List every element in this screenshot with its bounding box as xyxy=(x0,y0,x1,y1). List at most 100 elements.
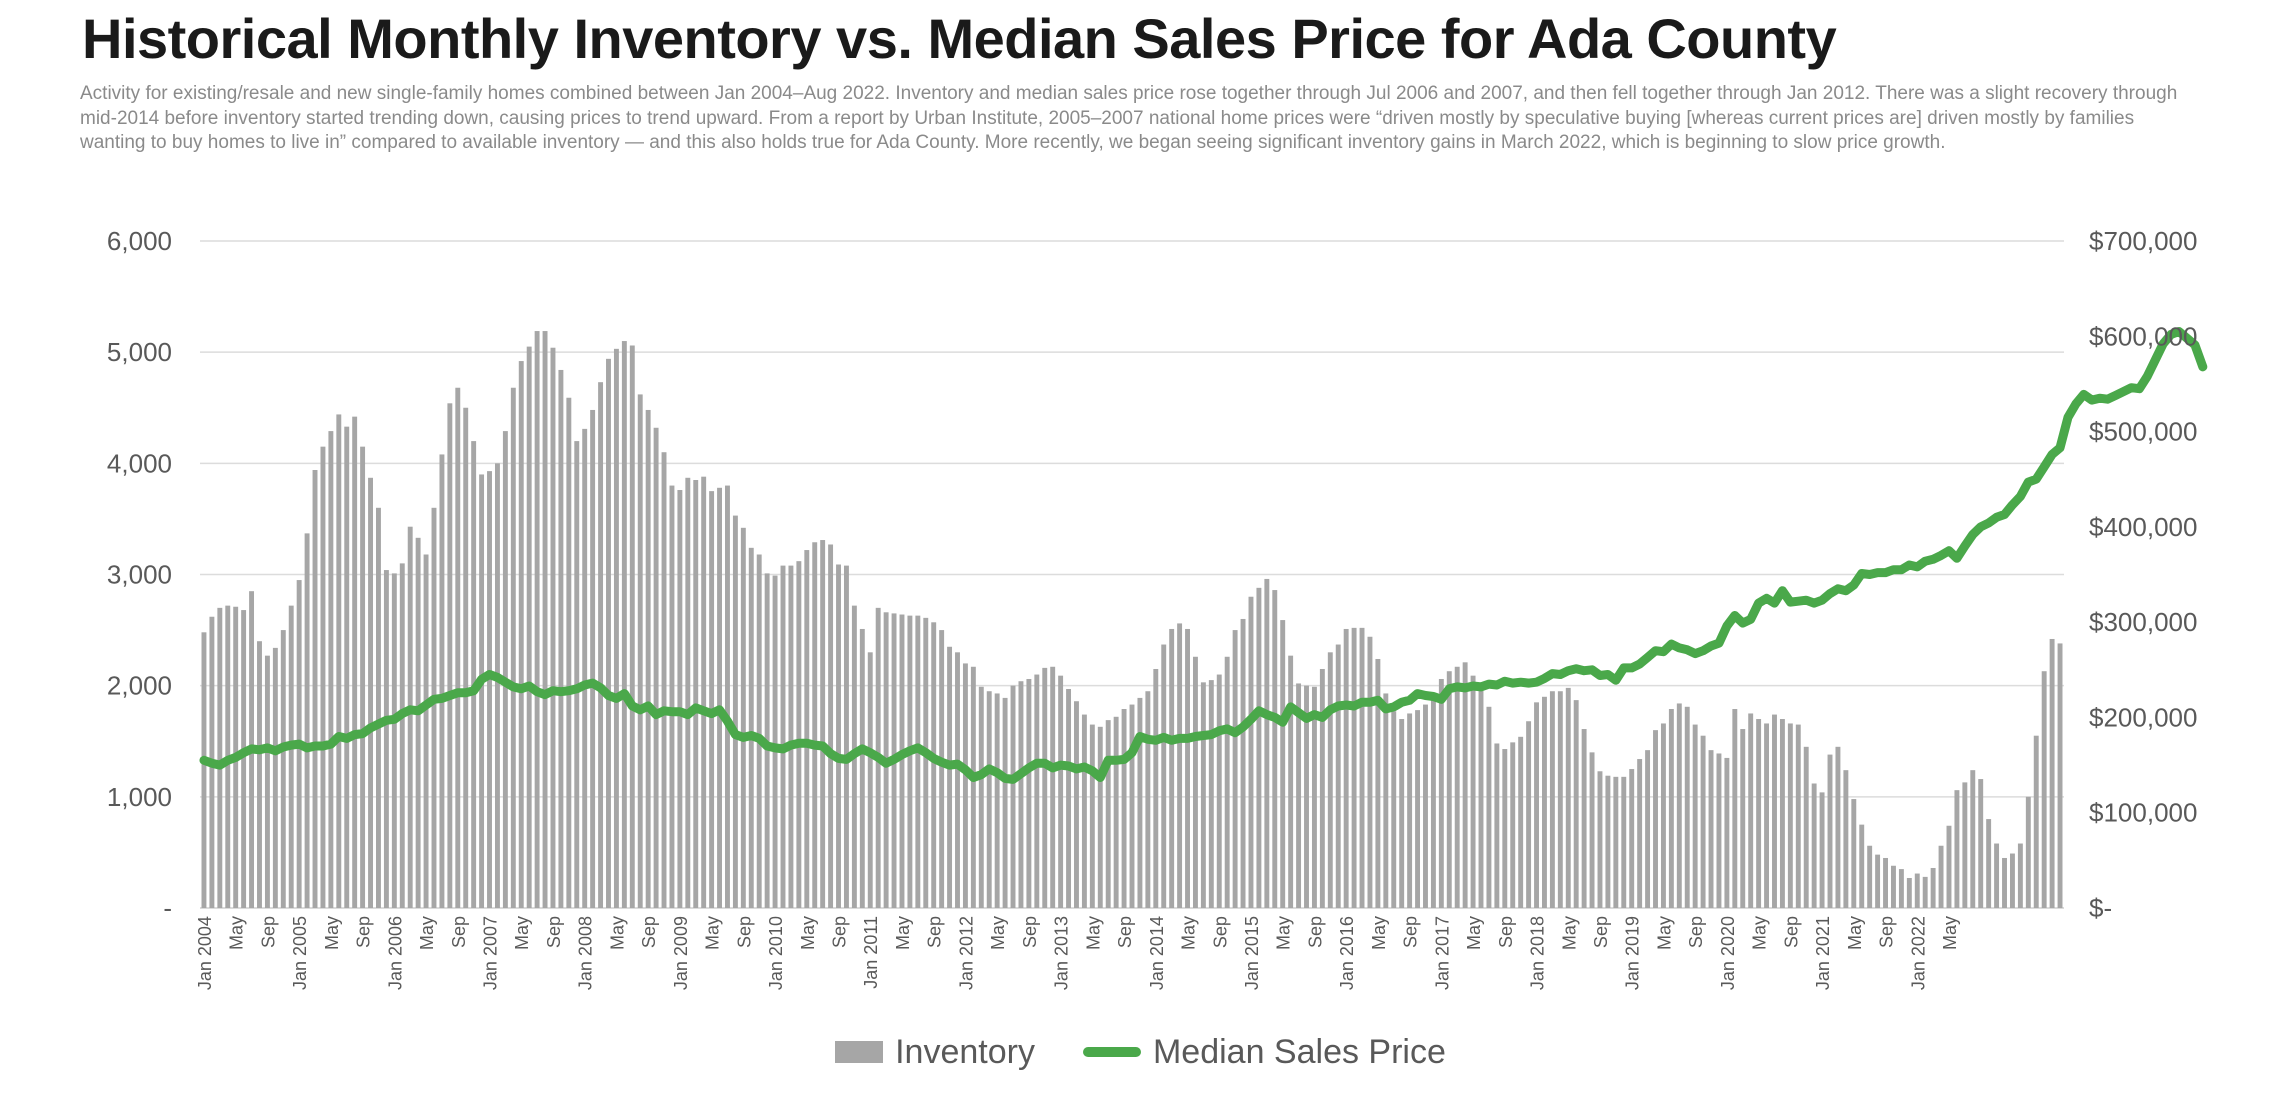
inventory-bar xyxy=(1097,726,1103,908)
inventory-bar xyxy=(574,441,580,908)
x-axis-tick-label: May xyxy=(322,916,342,950)
inventory-bar xyxy=(383,570,389,908)
x-axis-tick-label: Jan 2006 xyxy=(385,916,405,990)
inventory-bar xyxy=(1264,578,1270,908)
inventory-bar xyxy=(415,537,421,908)
inventory-bar xyxy=(1423,704,1428,908)
inventory-bar xyxy=(2049,638,2055,908)
right-axis-tick-label: $- xyxy=(2089,893,2112,923)
x-axis-tick-label: May xyxy=(1750,916,1770,950)
inventory-bar xyxy=(2025,796,2031,908)
inventory-bar xyxy=(336,414,342,908)
legend-item-inventory: Inventory xyxy=(835,1033,1035,1072)
x-axis-tick-label: Sep xyxy=(1686,916,1706,948)
inventory-bar xyxy=(796,561,802,908)
x-axis-tick-label: May xyxy=(703,916,723,950)
inventory-bar xyxy=(312,470,318,908)
left-axis-tick-label: 2,000 xyxy=(107,671,172,701)
inventory-bar xyxy=(1962,782,1968,908)
inventory-bar xyxy=(391,573,397,908)
inventory-bar xyxy=(939,630,945,908)
inventory-bar xyxy=(1581,729,1587,908)
x-axis-tick-label: May xyxy=(227,916,247,950)
inventory-bar xyxy=(1208,680,1214,908)
inventory-bar xyxy=(1978,779,1984,908)
x-axis-tick-label: May xyxy=(1559,916,1579,950)
inventory-bar xyxy=(1367,636,1373,908)
inventory-bar xyxy=(867,652,873,908)
inventory-bar xyxy=(931,622,937,908)
x-axis-tick-label: Sep xyxy=(1020,916,1040,948)
inventory-bar xyxy=(2017,843,2023,908)
inventory-bar xyxy=(1875,854,1881,908)
inventory-bar xyxy=(1676,703,1682,908)
inventory-bar xyxy=(1145,691,1151,908)
right-axis-tick-label: $200,000 xyxy=(2089,702,2197,732)
inventory-bar xyxy=(1200,682,1206,908)
x-axis-tick-label: Jan 2013 xyxy=(1052,916,1072,990)
x-axis-tick-label: Jan 2010 xyxy=(766,916,786,990)
x-axis-tick-label: May xyxy=(1083,916,1103,950)
legend: Inventory Median Sales Price xyxy=(0,1030,2281,1074)
x-axis-tick-label: Sep xyxy=(1591,916,1611,948)
inventory-bar xyxy=(1383,693,1389,908)
inventory-bar xyxy=(1415,710,1421,908)
inventory-bar xyxy=(1946,825,1952,908)
x-axis-tick-label: Jan 2012 xyxy=(956,916,976,990)
inventory-bar xyxy=(1304,685,1309,908)
inventory-bar xyxy=(1026,678,1032,908)
inventory-bar xyxy=(1121,709,1127,908)
left-y-axis: - 1,000 2,000 3,000 4,000 5,000 6,000 xyxy=(107,226,172,923)
inventory-bar xyxy=(471,441,477,908)
inventory-bar xyxy=(947,646,953,908)
x-axis-tick-label: Jan 2020 xyxy=(1718,916,1738,990)
inventory-bar xyxy=(772,575,778,908)
inventory-bar xyxy=(717,487,722,908)
inventory-bar xyxy=(645,409,651,908)
x-axis: Jan 2004 May Sep Jan 2005 May Sep Jan 2006 May S… xyxy=(195,916,1960,990)
x-axis-tick-label: Jan 2016 xyxy=(1337,916,1357,990)
inventory-bar xyxy=(257,641,262,908)
inventory-bar xyxy=(439,454,445,908)
x-axis-tick-label: Sep xyxy=(449,916,469,948)
inventory-bar xyxy=(978,686,984,908)
inventory-bar xyxy=(1914,873,1920,908)
inventory-bar xyxy=(1494,743,1500,908)
x-axis-tick-label: May xyxy=(1464,916,1484,950)
inventory-bar xyxy=(788,565,794,908)
inventory-bar xyxy=(1986,819,1992,908)
inventory-bar xyxy=(1137,697,1143,908)
x-axis-tick-label: May xyxy=(1274,916,1294,950)
x-axis-tick-label: Jan 2009 xyxy=(671,916,691,990)
inventory-bar xyxy=(923,617,929,908)
inventory-bar xyxy=(1557,691,1563,908)
inventory-bar xyxy=(494,463,500,908)
inventory-bar xyxy=(637,394,643,908)
inventory-bar xyxy=(693,480,699,908)
inventory-bar xyxy=(1224,656,1230,908)
inventory-bar xyxy=(582,428,588,908)
inventory-bar xyxy=(447,403,453,908)
inventory-bar xyxy=(2033,735,2039,908)
inventory-bar xyxy=(526,346,532,908)
inventory-bar xyxy=(1994,843,2000,908)
x-axis-tick-label: Sep xyxy=(1210,916,1230,948)
inventory-bar xyxy=(455,387,461,908)
x-axis-tick-label: Sep xyxy=(1496,916,1516,948)
x-axis-tick-label: Sep xyxy=(1305,916,1325,948)
inventory-bar xyxy=(1375,658,1381,908)
x-axis-tick-label: Jan 2004 xyxy=(195,916,215,990)
inventory-bar xyxy=(820,540,826,908)
inventory-bar xyxy=(2002,857,2007,908)
inventory-bar xyxy=(955,652,960,908)
inventory-bar xyxy=(360,446,366,908)
x-axis-tick-label: May xyxy=(1369,916,1389,950)
inventory-bar xyxy=(1462,662,1468,908)
inventory-bar xyxy=(1272,590,1278,908)
legend-label-median-price: Median Sales Price xyxy=(1152,1032,1446,1071)
inventory-bar xyxy=(1613,776,1619,908)
x-axis-tick-label: Jan 2022 xyxy=(1908,916,1928,990)
inventory-bar xyxy=(740,527,746,908)
inventory-bar xyxy=(2009,853,2015,908)
inventory-bar xyxy=(1280,620,1286,908)
